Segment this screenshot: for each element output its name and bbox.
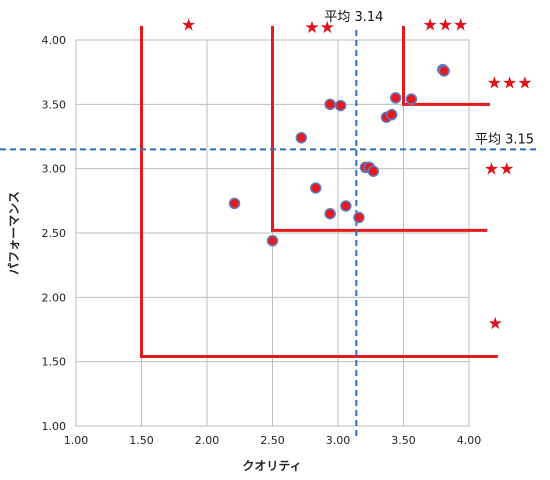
- rating-star: ★: [181, 16, 196, 36]
- x-tick-label: 3.00: [326, 434, 351, 447]
- x-tick-label: 2.50: [260, 434, 285, 447]
- average-lines: [0, 30, 540, 440]
- data-point: [324, 207, 336, 220]
- region-boundaries: [140, 25, 498, 359]
- data-point: [438, 65, 450, 77]
- data-point: [295, 132, 308, 144]
- rating-star: ★: [488, 314, 503, 334]
- y-tick-label: 2.00: [42, 291, 67, 304]
- rating-star: ★★: [304, 18, 334, 38]
- x-tick-label: 4.00: [457, 434, 482, 447]
- y-tick-label: 1.50: [42, 356, 67, 369]
- region-boundary: [140, 25, 498, 359]
- data-point: [367, 165, 380, 177]
- data-point: [385, 108, 398, 121]
- y-tick-label: 1.00: [42, 420, 67, 433]
- x-tick-labels: 1.00 1.50 2.00 2.50 3.00 3.50 4.00: [64, 434, 482, 447]
- x-tick-label: 1.50: [129, 434, 154, 447]
- data-point: [353, 211, 365, 224]
- y-tick-label: 3.50: [42, 98, 67, 111]
- data-point: [228, 197, 241, 210]
- y-tick-label: 2.50: [42, 227, 67, 240]
- x-tick-label: 3.50: [391, 434, 416, 447]
- data-point: [334, 99, 347, 112]
- y-tick-label: 4.00: [42, 34, 67, 47]
- rating-star: ★★: [484, 160, 514, 180]
- y-tick-labels: 1.00 1.50 2.00 2.50 3.00 3.50 4.00: [42, 34, 67, 433]
- rating-star: ★★★: [423, 16, 469, 36]
- data-point: [309, 182, 322, 194]
- y-tick-label: 3.00: [42, 163, 67, 176]
- data-point: [340, 200, 352, 212]
- x-average-label: 平均 3.14: [324, 10, 383, 25]
- data-point: [324, 98, 336, 111]
- x-tick-label: 1.00: [64, 434, 89, 447]
- region-boundary: [402, 25, 490, 106]
- data-point: [266, 234, 279, 247]
- y-average-label: 平均 3.15: [475, 132, 534, 147]
- rating-star: ★★★: [487, 73, 533, 93]
- rating-stars: ★ ★★ ★★★★★★★★★: [181, 16, 532, 335]
- region-boundary: [271, 25, 488, 232]
- x-tick-label: 2.00: [195, 434, 220, 447]
- data-points: [228, 63, 450, 247]
- x-axis-title: クオリティ: [242, 459, 301, 473]
- data-point: [389, 92, 402, 104]
- average-labels: 平均 3.14 平均 3.15: [324, 10, 534, 147]
- y-axis-title: パフォーマンス: [7, 191, 21, 275]
- data-point: [405, 93, 418, 105]
